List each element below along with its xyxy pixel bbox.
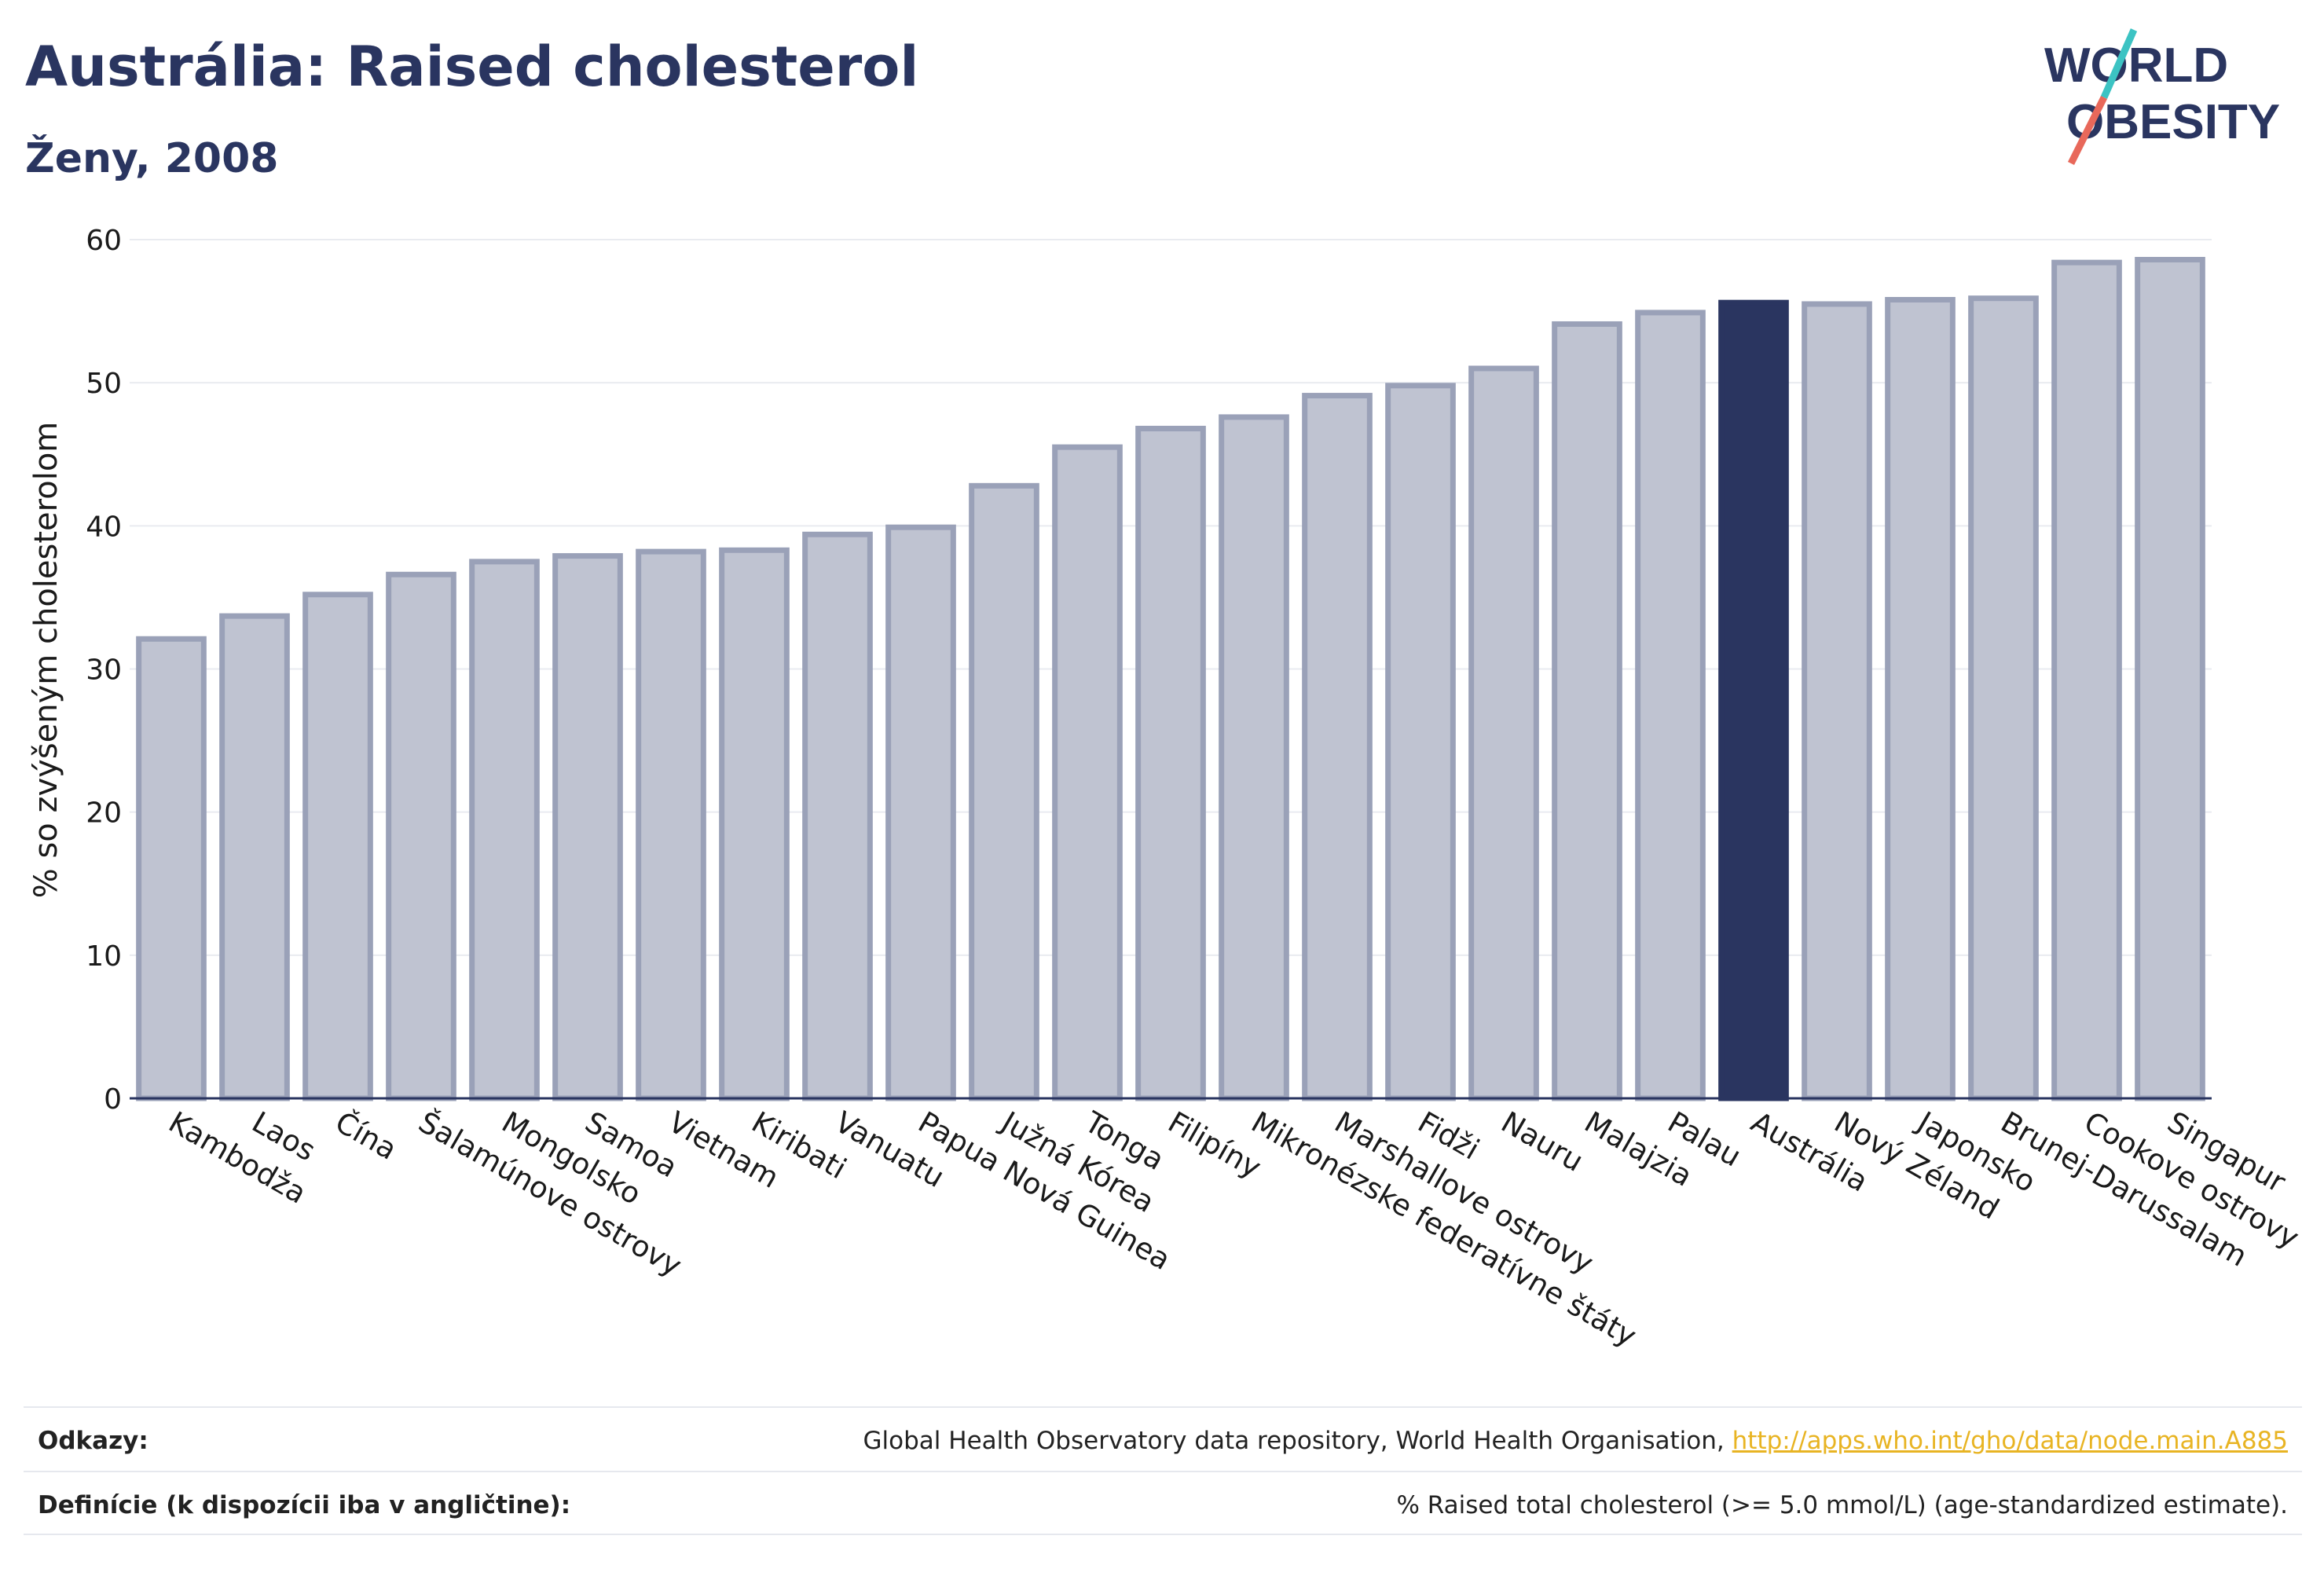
- references-text: Global Health Observatory data repositor…: [863, 1427, 1732, 1455]
- bars: [136, 257, 2205, 1101]
- footer: Odkazy: Global Health Observatory data r…: [24, 1406, 2302, 1535]
- bar[interactable]: [1885, 297, 1956, 1101]
- bar[interactable]: [219, 613, 290, 1101]
- bar[interactable]: [969, 482, 1039, 1101]
- y-tick-label: 30: [86, 654, 122, 687]
- x-tick-label: Čína: [330, 1105, 403, 1167]
- bar[interactable]: [1302, 393, 1373, 1101]
- y-tick-label: 50: [86, 368, 122, 400]
- bar[interactable]: [386, 571, 456, 1101]
- y-tick-label: 20: [86, 797, 122, 830]
- bar[interactable]: [1968, 295, 2039, 1101]
- x-tick-label: Nauru: [1496, 1105, 1589, 1178]
- bar[interactable]: [1385, 383, 1456, 1101]
- y-tick-label: 60: [86, 225, 122, 257]
- logo-coral-slash: [2067, 95, 2108, 166]
- bar[interactable]: [302, 592, 373, 1101]
- bar[interactable]: [802, 531, 873, 1101]
- bar[interactable]: [1802, 301, 1872, 1101]
- y-axis-ticks: 0 10 20 30 40 50 60: [86, 225, 122, 1116]
- bar[interactable]: [2135, 257, 2205, 1101]
- references-label: Odkazy:: [38, 1427, 148, 1455]
- bar[interactable]: [1468, 365, 1539, 1101]
- y-tick-label: 40: [86, 511, 122, 543]
- bar[interactable]: [1635, 310, 1706, 1101]
- y-tick-label: 10: [86, 940, 122, 973]
- y-tick-label: 0: [104, 1083, 122, 1116]
- chart-subtitle: Ženy, 2008: [25, 135, 279, 182]
- chart-title: Austrália: Raised cholesterol: [25, 35, 919, 99]
- bar[interactable]: [719, 547, 790, 1101]
- bar[interactable]: [469, 559, 540, 1101]
- bar[interactable]: [2051, 259, 2122, 1101]
- bar[interactable]: [552, 553, 623, 1101]
- bar[interactable]: [1718, 299, 1789, 1101]
- y-axis-label: % so zvýšeným cholesterolom: [28, 422, 64, 899]
- bar[interactable]: [1552, 321, 1622, 1101]
- logo-line1: WORLD: [2044, 38, 2228, 93]
- bar[interactable]: [1052, 444, 1123, 1101]
- references-value: Global Health Observatory data repositor…: [863, 1427, 2288, 1455]
- references-link[interactable]: http://apps.who.int/gho/data/node.main.A…: [1732, 1427, 2288, 1455]
- logo-teal-slash: [2100, 28, 2138, 99]
- bar[interactable]: [636, 548, 706, 1101]
- bar[interactable]: [885, 524, 956, 1101]
- world-obesity-logo: WORLD OBESITY: [2044, 28, 2280, 166]
- definitions-label: Definície (k dispozícii iba v angličtine…: [38, 1491, 571, 1519]
- x-tick-label: Filipíny: [1163, 1105, 1267, 1186]
- bar[interactable]: [136, 636, 207, 1101]
- bar[interactable]: [1135, 425, 1206, 1101]
- bar[interactable]: [1219, 414, 1289, 1101]
- footer-definitions-row: Definície (k dispozícii iba v angličtine…: [24, 1471, 2302, 1535]
- footer-references-row: Odkazy: Global Health Observatory data r…: [24, 1406, 2302, 1471]
- definitions-text: % Raised total cholesterol (>= 5.0 mmol/…: [1396, 1491, 2288, 1519]
